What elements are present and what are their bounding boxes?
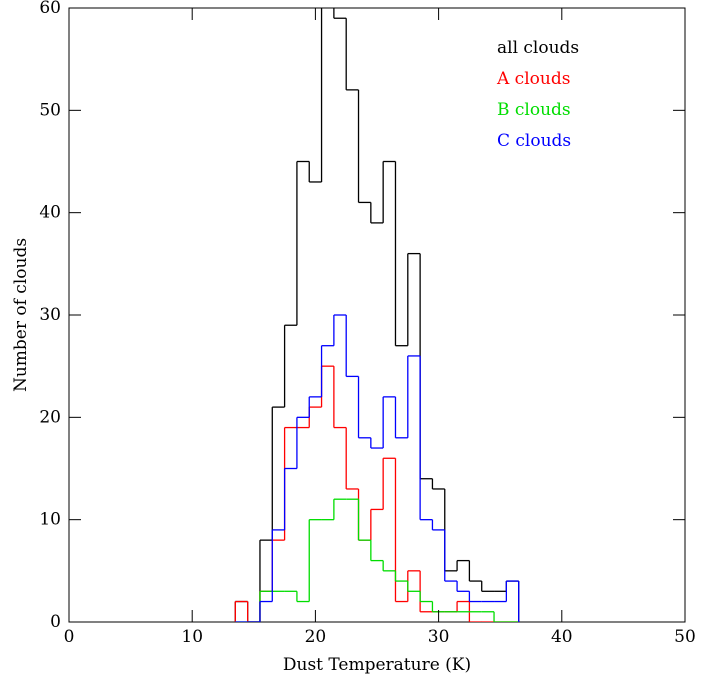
series <box>235 498 519 622</box>
y-tick-label: 50 <box>39 100 61 120</box>
y-tick-label: 60 <box>39 0 61 18</box>
series <box>234 365 519 622</box>
plot-area <box>234 8 520 622</box>
y-tick-label: 0 <box>50 612 61 632</box>
x-tick-label: 30 <box>428 627 450 647</box>
x-axis-label: Dust Temperature (K) <box>283 655 471 675</box>
x-tick-label: 20 <box>305 627 327 647</box>
legend-entry: B clouds <box>497 100 571 120</box>
x-tick-label: 40 <box>551 627 573 647</box>
series <box>235 314 520 622</box>
x-tick-label: 10 <box>181 627 203 647</box>
series <box>234 8 520 622</box>
x-tick-label: 50 <box>674 627 696 647</box>
legend-entry: all clouds <box>497 38 579 58</box>
x-tick-label: 0 <box>64 627 75 647</box>
y-tick-label: 40 <box>39 203 61 223</box>
y-tick-label: 20 <box>39 407 61 427</box>
y-axis-label: Number of clouds <box>11 238 31 392</box>
legend-entry: A clouds <box>496 69 570 89</box>
y-tick-label: 10 <box>39 510 61 530</box>
legend-entry: C clouds <box>497 131 571 151</box>
plot-frame <box>68 7 686 623</box>
y-tick-label: 30 <box>39 305 61 325</box>
